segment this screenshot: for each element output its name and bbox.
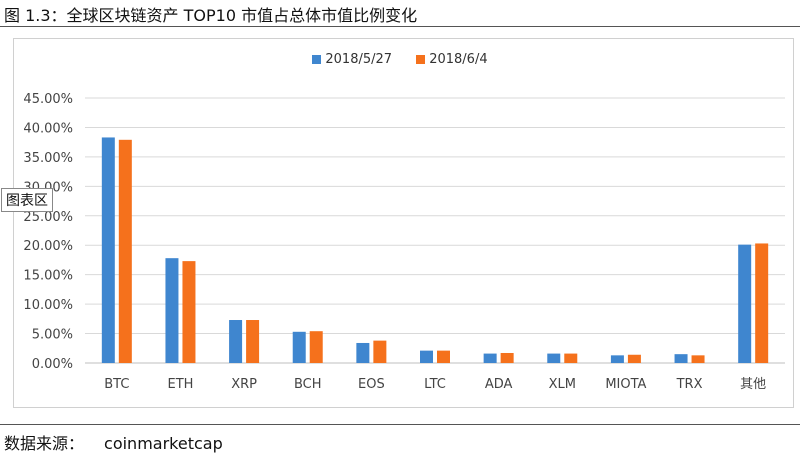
bar-2-MIOTA (627, 354, 641, 363)
source-value: coinmarketcap (104, 434, 223, 453)
bar-1-XRP (229, 320, 243, 363)
bar-2-XRP (246, 320, 260, 363)
bar-1-TRX (674, 354, 688, 363)
bar-1-MIOTA (610, 355, 624, 363)
x-tick-label: EOS (358, 377, 385, 392)
x-tick-label: 其他 (740, 377, 766, 392)
x-tick-label: ETH (167, 377, 193, 392)
bar-1-ADA (483, 353, 497, 363)
x-tick-label: XLM (549, 377, 576, 392)
x-tick-label: MIOTA (605, 377, 646, 392)
legend-swatch-series2 (416, 55, 426, 64)
y-tick-label: 5.00% (32, 328, 73, 343)
source-label: 数据来源： (4, 434, 85, 453)
y-tick-label: 20.00% (23, 239, 73, 254)
y-tick-label: 0.00% (32, 357, 73, 372)
bar-2-其他 (755, 243, 769, 363)
bar-2-XLM (564, 353, 578, 363)
legend-swatch-series1 (312, 55, 322, 64)
bottom-divider (0, 424, 800, 425)
source-line: 数据来源： coinmarketcap (4, 430, 223, 454)
legend-label-series2: 2018/6/4 (429, 52, 488, 67)
y-tick-label: 35.00% (23, 151, 73, 166)
bar-2-BCH (309, 331, 323, 363)
bar-1-EOS (356, 342, 370, 363)
y-tick-label: 45.00% (23, 92, 73, 107)
bar-2-ETH (182, 261, 196, 363)
figure-title: 图 1.3：全球区块链资产 TOP10 市值占总体市值比例变化 (4, 6, 418, 25)
y-tick-label: 25.00% (23, 210, 73, 225)
chart-legend: 2018/5/27 2018/6/4 (0, 52, 800, 67)
x-tick-label: XRP (231, 377, 257, 392)
legend-item-series1: 2018/5/27 (312, 52, 392, 67)
bar-1-XLM (547, 353, 561, 363)
x-tick-label: ADA (485, 377, 513, 392)
bar-2-EOS (373, 340, 387, 363)
chart-area[interactable] (13, 38, 794, 408)
top-divider (0, 26, 800, 27)
bar-2-BTC (118, 139, 132, 363)
bar-1-其他 (738, 244, 752, 363)
bar-1-LTC (420, 350, 433, 363)
bar-2-LTC (437, 350, 450, 363)
chart-area-tooltip: 图表区 (1, 188, 53, 212)
y-tick-label: 40.00% (23, 121, 73, 136)
y-tick-label: 15.00% (23, 269, 73, 284)
legend-label-series1: 2018/5/27 (325, 52, 393, 67)
bar-2-ADA (500, 352, 514, 363)
bar-1-ETH (165, 258, 179, 363)
x-tick-label: BTC (104, 377, 129, 392)
bar-1-BCH (292, 331, 306, 363)
bar-2-TRX (691, 355, 705, 363)
legend-item-series2: 2018/6/4 (416, 52, 488, 67)
x-tick-label: LTC (424, 377, 446, 392)
x-tick-label: TRX (676, 377, 703, 392)
y-tick-label: 10.00% (23, 298, 73, 313)
bar-1-BTC (101, 137, 115, 363)
x-tick-label: BCH (294, 377, 322, 392)
